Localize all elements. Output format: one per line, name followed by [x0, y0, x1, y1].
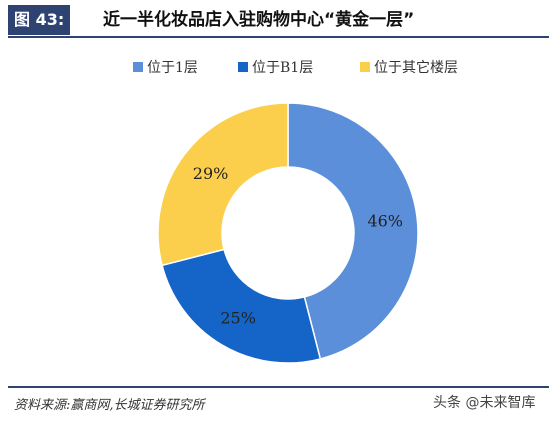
donut-slice-other-floors [157, 102, 289, 267]
value-label-floor-1: 46% [367, 212, 403, 231]
donut-slice-floor-1 [287, 102, 419, 360]
chart-legend: 位于1层 位于B1层 位于其它楼层 [0, 58, 557, 78]
figure-title: 近一半化妆品店入驻购物中心“黄金一层” [103, 10, 415, 30]
value-label-floor-b1: 25% [220, 308, 256, 327]
legend-swatch-floor-b1 [238, 61, 248, 72]
donut-slice-floor-b1 [161, 248, 322, 364]
donut-chart: 46% 25% 29% [157, 102, 419, 364]
watermark: 头条 @未来智库 [433, 395, 536, 411]
source-note: 资料来源:赢商网,长城证券研究所 [14, 398, 205, 413]
legend-item-floor-1: 位于1层 [133, 58, 198, 78]
header-divider [8, 36, 549, 38]
figure-label: 图 43: [8, 5, 71, 35]
legend-label-floor-1: 位于1层 [147, 60, 198, 76]
legend-label-floor-b1: 位于B1层 [252, 60, 314, 76]
legend-item-other-floors: 位于其它楼层 [360, 58, 458, 78]
value-label-other-floors: 29% [193, 164, 229, 183]
legend-label-other-floors: 位于其它楼层 [374, 60, 458, 76]
figure-header: 图 43: 近一半化妆品店入驻购物中心“黄金一层” [8, 5, 549, 38]
donut-slices [157, 102, 419, 364]
legend-item-floor-b1: 位于B1层 [238, 58, 313, 78]
legend-swatch-other-floors [360, 61, 370, 72]
legend-swatch-floor-1 [133, 61, 143, 72]
donut-value-labels: 46% 25% 29% [193, 164, 403, 327]
footer-divider [8, 386, 549, 388]
